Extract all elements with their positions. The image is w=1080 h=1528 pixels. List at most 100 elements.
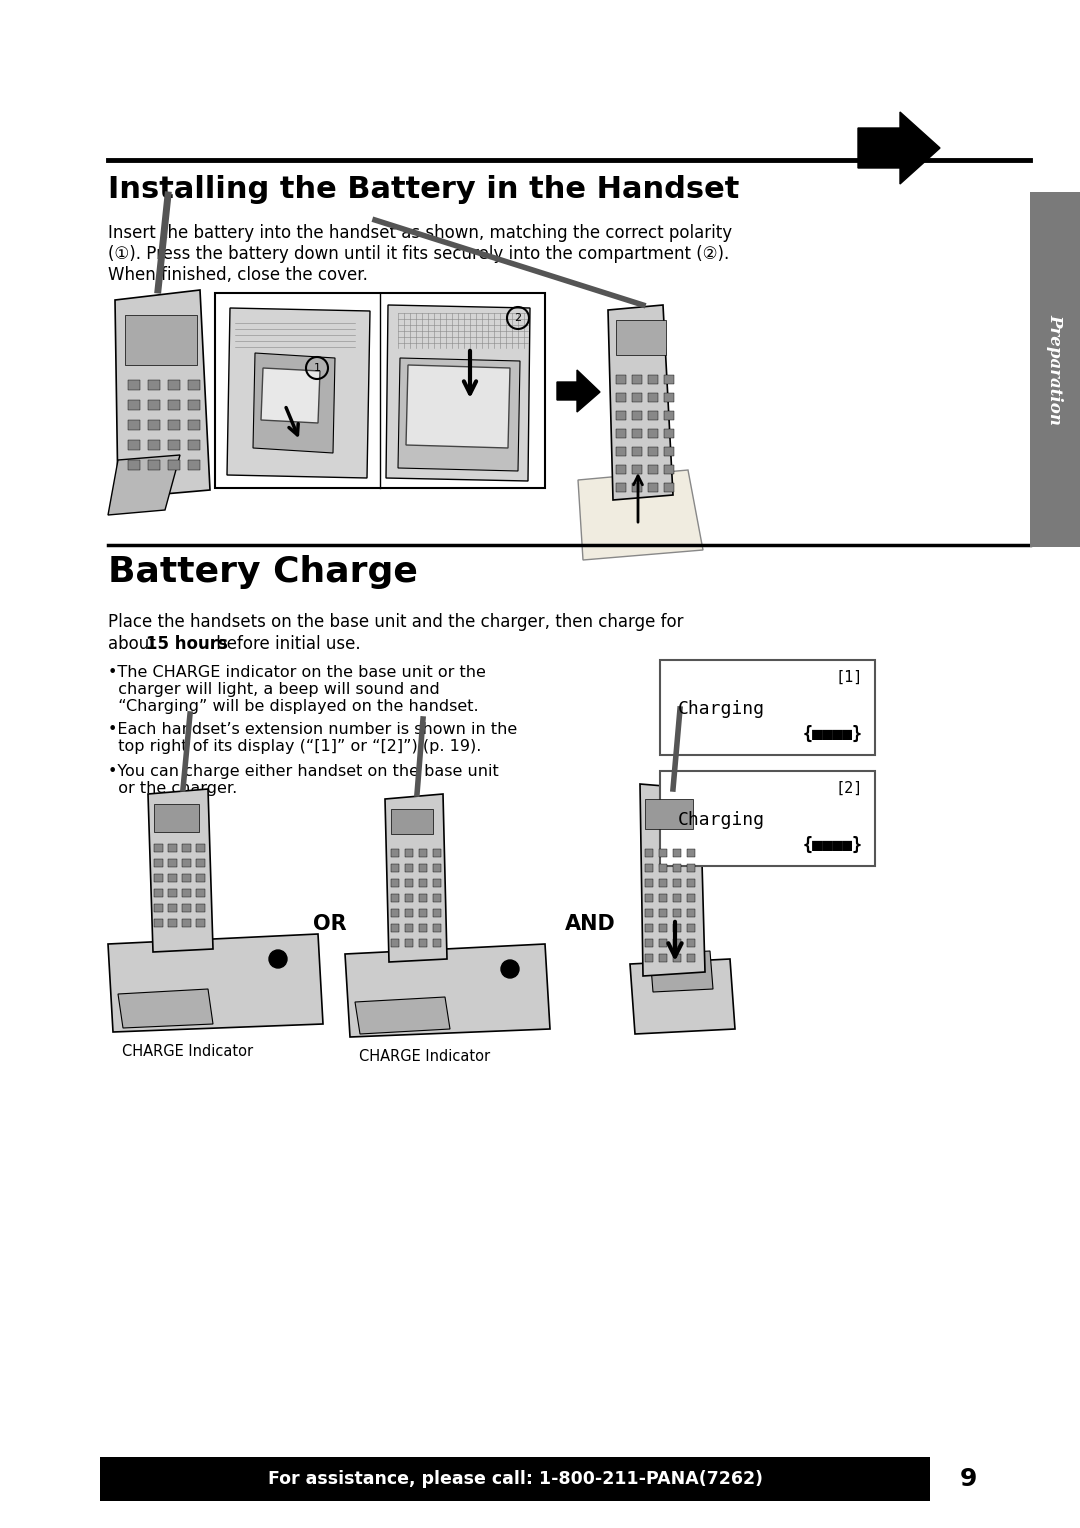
Text: top right of its display (“[1]” or “[2]”) (p. 19).: top right of its display (“[1]” or “[2]”… [108,740,482,753]
Bar [419,909,427,917]
Bar [154,889,163,897]
Bar [673,940,681,947]
Bar [195,843,205,853]
Bar [148,380,160,390]
Bar [391,924,399,932]
Bar [648,483,658,492]
Bar [664,429,674,439]
Bar [168,874,177,882]
FancyBboxPatch shape [660,772,875,866]
Bar [632,411,642,420]
Bar [195,859,205,866]
Bar [616,465,626,474]
Text: {■■■■}: {■■■■} [804,836,863,854]
Bar [616,374,626,384]
Bar [632,393,642,402]
Bar [391,940,399,947]
Text: •The CHARGE indicator on the base unit or the: •The CHARGE indicator on the base unit o… [108,665,486,680]
Bar [405,894,413,902]
Text: Battery Charge: Battery Charge [108,555,418,588]
Bar [419,894,427,902]
Bar [664,374,674,384]
Polygon shape [227,309,370,478]
Bar [645,879,653,886]
Polygon shape [640,784,705,976]
Bar [168,460,180,471]
Bar [659,850,667,857]
Polygon shape [399,358,519,471]
Bar [405,879,413,886]
Bar [673,850,681,857]
Text: “Charging” will be displayed on the handset.: “Charging” will be displayed on the hand… [108,698,478,714]
Bar [183,905,191,912]
Bar [419,940,427,947]
Bar [129,400,140,410]
Bar [659,940,667,947]
FancyBboxPatch shape [660,660,875,755]
Bar [391,879,399,886]
Bar [687,953,696,963]
Bar [645,863,653,872]
Text: OR: OR [313,914,347,934]
Bar [168,440,180,451]
Bar [632,448,642,455]
Bar [215,293,545,487]
Bar [616,393,626,402]
Bar [405,940,413,947]
Bar [148,460,160,471]
Bar [125,315,197,365]
Bar [687,863,696,872]
Text: CHARGE Indicator: CHARGE Indicator [122,1044,254,1059]
Text: When finished, close the cover.: When finished, close the cover. [108,266,368,284]
Text: about: about [108,636,161,652]
Bar [148,400,160,410]
Bar [648,393,658,402]
Bar [645,924,653,932]
Text: [2]: [2] [836,781,863,796]
Bar [687,924,696,932]
Text: AND: AND [565,914,616,934]
Bar [419,850,427,857]
Bar [188,440,200,451]
Polygon shape [578,471,703,559]
Bar [664,411,674,420]
Bar [391,808,433,834]
Bar [129,440,140,451]
Bar [154,859,163,866]
Text: 9: 9 [959,1467,976,1491]
Bar [659,953,667,963]
Bar [645,909,653,917]
Polygon shape [253,353,335,452]
Bar [183,859,191,866]
Bar [195,889,205,897]
Bar [673,879,681,886]
Bar [616,483,626,492]
Bar [391,909,399,917]
Polygon shape [261,368,320,423]
Bar [195,918,205,927]
Bar [433,863,441,872]
Text: Preparation: Preparation [1047,313,1064,425]
Bar [687,879,696,886]
Text: (①). Press the battery down until it fits securely into the compartment (②).: (①). Press the battery down until it fit… [108,244,729,263]
Polygon shape [355,996,450,1034]
Polygon shape [858,112,940,183]
Bar [419,879,427,886]
Bar [405,924,413,932]
Text: {■■■■}: {■■■■} [804,724,863,743]
Polygon shape [386,306,530,481]
Bar [1030,193,1080,547]
Bar [168,859,177,866]
Bar [168,918,177,927]
Bar [632,465,642,474]
Bar [632,374,642,384]
Polygon shape [630,960,735,1034]
Bar [687,940,696,947]
Bar [433,940,441,947]
Bar [129,460,140,471]
Bar [648,411,658,420]
Bar [188,460,200,471]
Bar [616,429,626,439]
Bar [183,843,191,853]
Text: Charging: Charging [678,700,765,718]
